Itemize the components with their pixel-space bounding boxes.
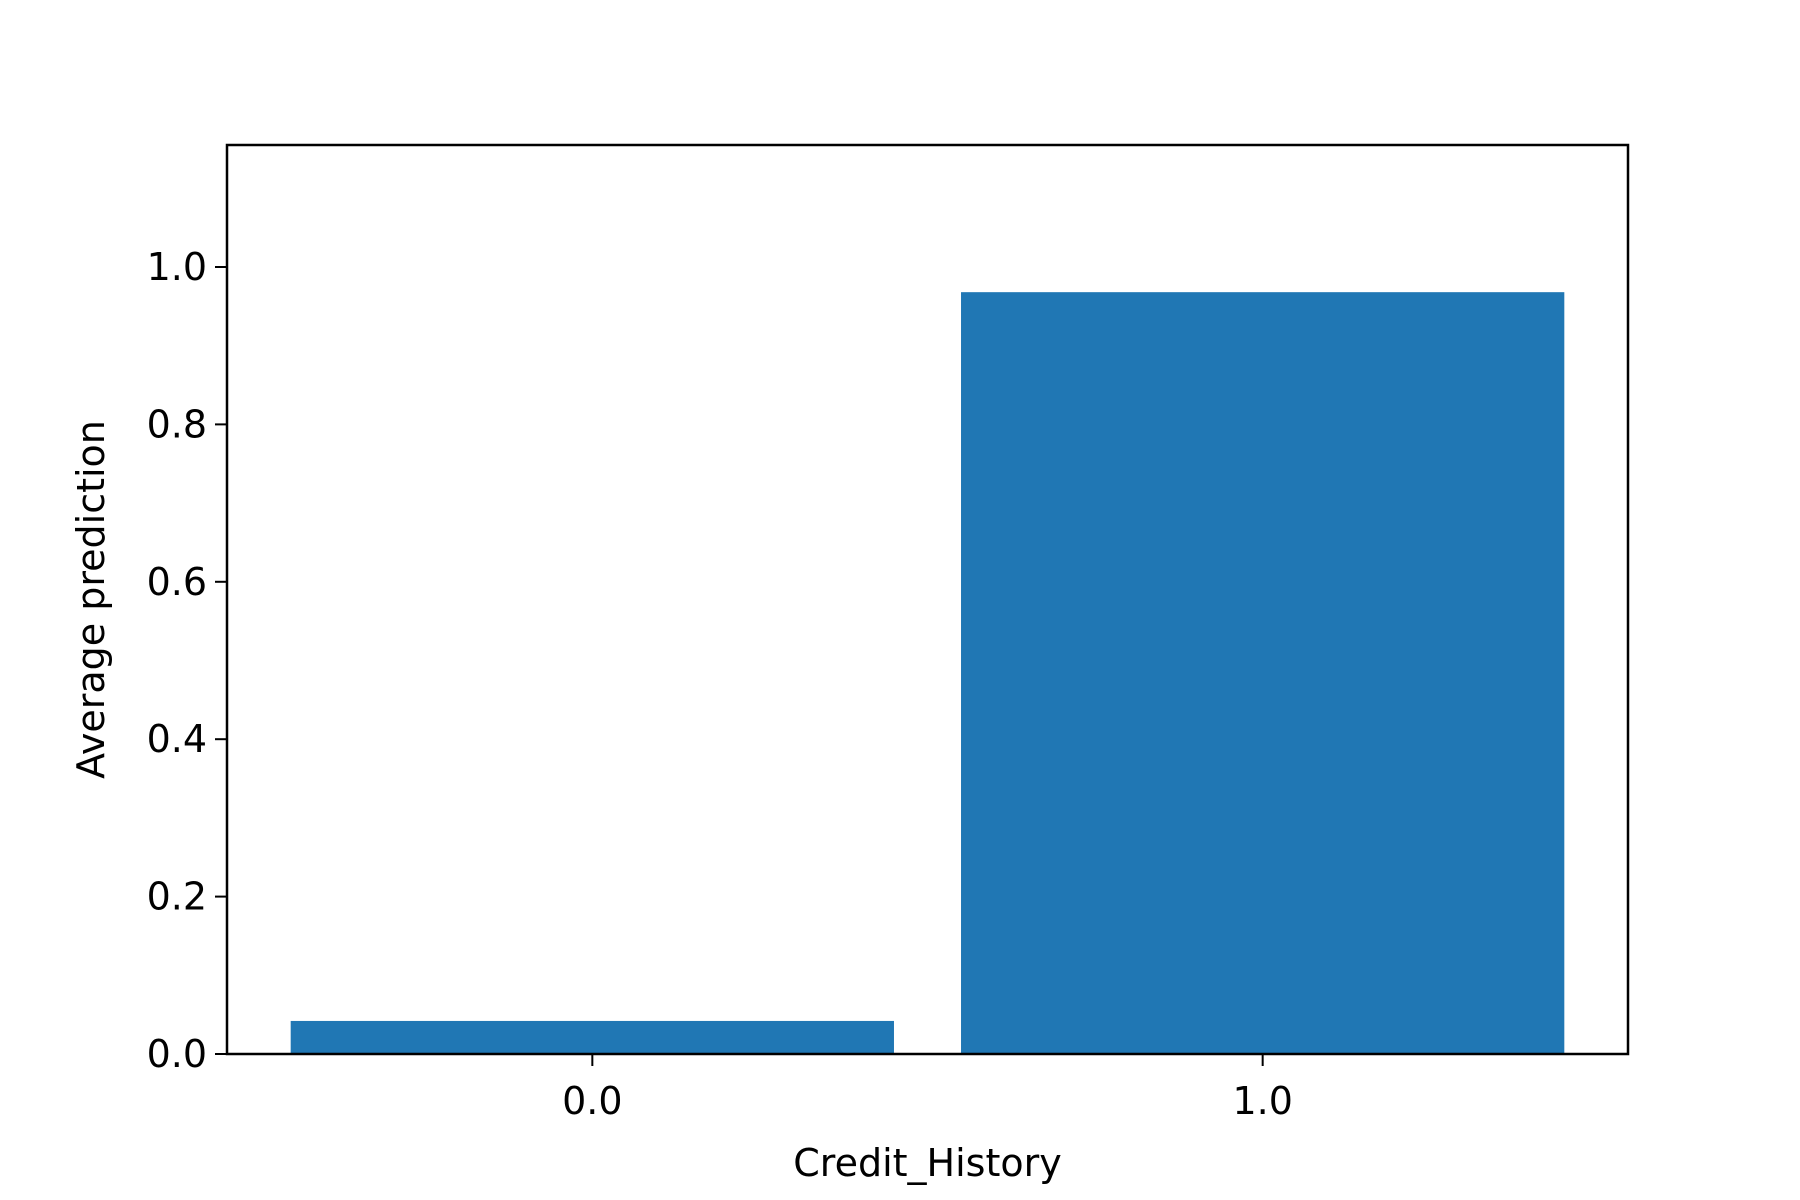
y-axis-label: Average prediction bbox=[69, 420, 113, 779]
plot-frame bbox=[225, 143, 1630, 1056]
x-axis-label: Credit_History bbox=[793, 1141, 1061, 1185]
y-tick-label: 1.0 bbox=[147, 245, 207, 289]
bar-0.0 bbox=[290, 1020, 894, 1054]
y-tick-label: 0.8 bbox=[147, 402, 207, 446]
x-ticks: 0.0 1.0 bbox=[562, 1054, 1293, 1123]
x-tick-label: 0.0 bbox=[562, 1079, 622, 1123]
y-tick-label: 0.6 bbox=[147, 560, 207, 604]
y-tick-label: 0.4 bbox=[147, 717, 207, 761]
bar-1.0 bbox=[961, 292, 1565, 1055]
bars-layer bbox=[290, 292, 1565, 1055]
y-tick-label: 0.0 bbox=[147, 1032, 207, 1076]
x-tick-label: 1.0 bbox=[1232, 1079, 1292, 1123]
y-tick-label: 0.2 bbox=[147, 875, 207, 919]
y-ticks: 0.0 0.2 0.4 0.6 0.8 1.0 bbox=[147, 245, 227, 1076]
